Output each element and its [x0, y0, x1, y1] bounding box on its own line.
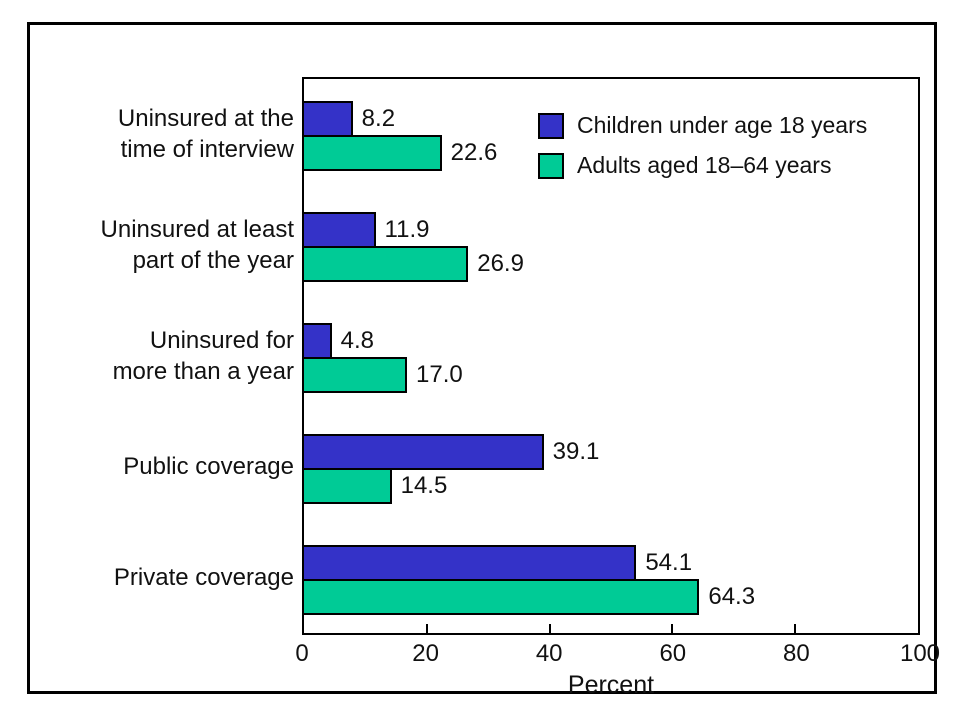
bar-group: 4.8 17.0	[302, 322, 920, 393]
x-axis-title: Percent	[567, 671, 655, 699]
category-label: Private coverage	[113, 564, 294, 592]
bar-children: 8.2	[302, 101, 395, 138]
bar-children: 39.1	[302, 433, 599, 470]
bar-group: 8.2 22.6	[302, 101, 920, 172]
legend-swatch-children	[538, 112, 564, 139]
x-axis-tick	[794, 624, 797, 633]
bar-group: 54.1 64.3	[302, 544, 920, 615]
bar-value-label: 14.5	[400, 471, 448, 499]
bar-value-label: 64.3	[708, 582, 756, 610]
legend-item-adults: Adults aged 18–64 years	[538, 152, 867, 179]
legend-item-children: Children under age 18 years	[538, 112, 867, 139]
x-axis-tick-label: 60	[659, 640, 687, 667]
x-axis-tick-label: 80	[783, 640, 810, 667]
bar-adults: 26.9	[302, 246, 524, 283]
bar-value-label: 4.8	[340, 326, 375, 354]
category-label: Uninsured for more than a year	[112, 326, 294, 385]
bar-value-label: 39.1	[552, 437, 600, 465]
category-label: Uninsured at least part of the year	[100, 216, 294, 275]
bar-children: 4.8	[302, 322, 374, 359]
bar-group: 39.1 14.5	[302, 433, 920, 504]
bar-value-label: 17.0	[416, 360, 463, 388]
x-axis-tick-labels: 0 20 40 60 80 100	[295, 640, 940, 668]
category-row: Public coverage 39.1 14.5	[58, 411, 920, 522]
x-axis-tick-label: 40	[535, 640, 563, 667]
bar-children: 54.1	[302, 544, 692, 581]
x-axis-tick-label: 20	[412, 640, 439, 667]
bar-adults: 22.6	[302, 135, 497, 172]
category-row: Uninsured at least part of the year 11.9 2…	[58, 190, 920, 301]
bar-value-label: 11.9	[384, 216, 430, 244]
bar-adults: 14.5	[302, 467, 447, 504]
category-row: Uninsured for more than a year 4.8 17.0	[58, 301, 920, 412]
bar-value-label: 26.9	[477, 250, 524, 278]
chart-rows: Uninsured at the time of interview 8.2 22.…	[58, 79, 920, 633]
x-axis-tick-label: 0	[295, 640, 309, 667]
legend-label-adults: Adults aged 18–64 years	[577, 152, 832, 178]
x-axis-tick-label: 100	[899, 640, 941, 667]
legend-label-children: Children under age 18 years	[577, 112, 868, 138]
bar-value-label: 54.1	[645, 548, 693, 576]
bar-adults: 17.0	[302, 356, 463, 393]
bar-group: 11.9 26.9	[302, 212, 920, 283]
bar-value-label: 22.6	[450, 139, 498, 167]
category-label: Uninsured at the time of interview	[117, 105, 294, 164]
x-axis-tick	[548, 624, 551, 633]
category-row: Uninsured at the time of interview 8.2 22.…	[58, 79, 920, 190]
x-axis-tick	[425, 624, 428, 633]
bar-adults: 64.3	[302, 578, 755, 615]
category-row: Private coverage 54.1 64.3	[58, 522, 920, 633]
bar-children: 11.9	[302, 212, 429, 249]
legend-swatch-adults	[538, 152, 564, 179]
category-label: Public coverage	[123, 453, 294, 481]
legend: Children under age 18 years Adults aged …	[538, 112, 867, 179]
x-axis-tick	[671, 624, 674, 633]
bar-value-label: 8.2	[361, 105, 396, 133]
figure-frame: Uninsured at the time of interview 8.2 22.…	[27, 22, 940, 699]
